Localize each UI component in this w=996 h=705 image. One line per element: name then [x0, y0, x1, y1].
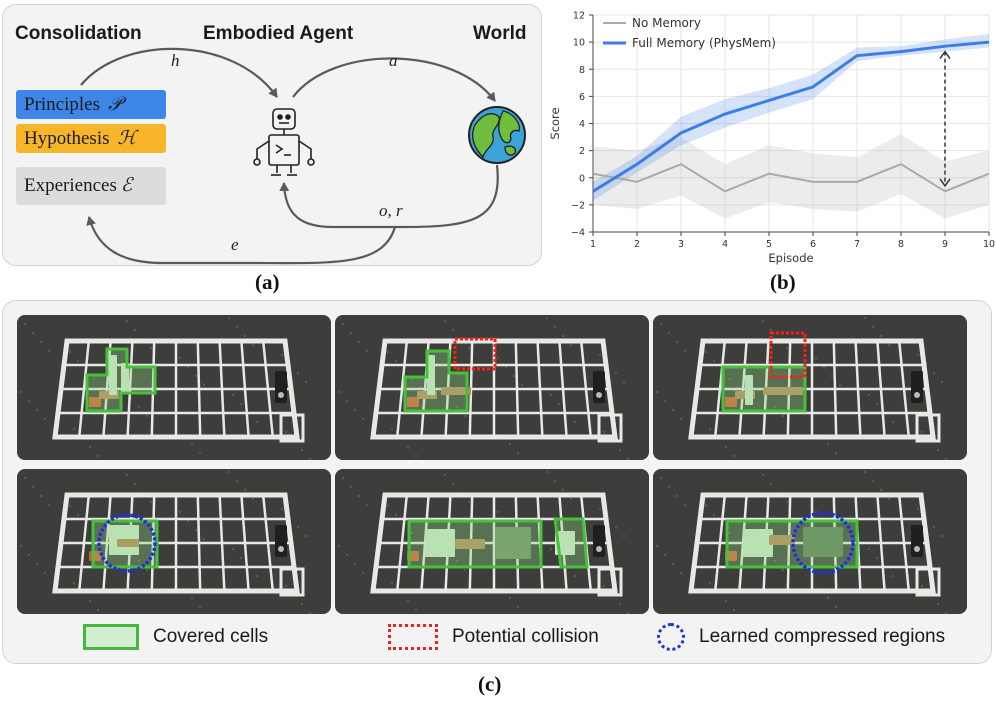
- scene-2: [335, 315, 649, 460]
- score-chart: 1 2 3 4 5 6 7 8 9 10 −4 −2 0 2 4 6 8 10 12 Episode Score No M…: [548, 2, 996, 274]
- y-tick-label: 4: [579, 119, 585, 130]
- x-tick-label: 6: [810, 239, 816, 250]
- covered-swatch: [83, 624, 139, 650]
- robot-icon: [253, 108, 315, 176]
- collision-label: Potential collision: [452, 626, 599, 647]
- principles-label: Principles: [24, 94, 100, 115]
- x-tick-label: 7: [854, 239, 860, 250]
- hypothesis-box: Hypothesis ℋ: [16, 124, 166, 153]
- memory-loop-diagram: Consolidation Embodied Agent World Princ…: [2, 4, 542, 266]
- scene-4: [17, 469, 331, 614]
- photo-5: [335, 469, 649, 614]
- caption-a: (a): [255, 270, 280, 294]
- x-tick-label: 3: [678, 239, 684, 250]
- arrow-h: [80, 47, 278, 98]
- y-tick-label: 0: [579, 173, 585, 184]
- compressed-label: Learned compressed regions: [699, 626, 946, 647]
- photo-3: [653, 315, 967, 460]
- principles-symbol: 𝒫: [108, 94, 122, 115]
- loop-arrows: [80, 47, 526, 265]
- legend-covered: Covered cells: [83, 623, 268, 651]
- x-tick-label: 10: [983, 239, 995, 250]
- y-tick-label: 12: [573, 11, 585, 22]
- series-1-line: [592, 40, 990, 193]
- legend-label-1: Full Memory (PhysMem): [632, 36, 776, 50]
- gap-arrow-head-bottom: [939, 178, 951, 188]
- y-tick-label: 6: [579, 92, 585, 103]
- principles-box: Principles 𝒫: [16, 90, 166, 119]
- photo-1: [17, 315, 331, 460]
- compressed-swatch: [657, 623, 685, 651]
- arrow-e: [86, 216, 397, 265]
- label-h: h: [171, 51, 180, 70]
- x-tick-label: 8: [898, 239, 904, 250]
- series-1-band: [593, 33, 989, 201]
- scene-6: [653, 469, 967, 614]
- photo-2: [335, 315, 649, 460]
- y-tick-label: −4: [571, 228, 585, 239]
- legend-collision: Potential collision: [388, 623, 599, 651]
- y-tick-label: −2: [571, 200, 585, 211]
- consolidation-header: Consolidation: [15, 23, 142, 44]
- experiences-label: Experiences: [24, 175, 117, 196]
- photo-6: [653, 469, 967, 614]
- arrow-a: [292, 57, 496, 102]
- x-tick-label: 5: [766, 239, 772, 250]
- x-tick-label: 1: [590, 239, 596, 250]
- label-or: o, r: [379, 201, 403, 220]
- label-e: e: [231, 235, 239, 254]
- hypothesis-label: Hypothesis: [24, 128, 110, 149]
- world-header: World: [473, 23, 527, 44]
- robot-trial-photos: Covered cells Potential collision Learne…: [2, 300, 992, 664]
- scene-3: [653, 315, 967, 460]
- hypothesis-symbol: ℋ: [117, 128, 137, 149]
- y-tick-label: 2: [579, 146, 585, 157]
- collision-swatch: [388, 624, 438, 650]
- y-tick-label: 10: [573, 38, 585, 49]
- arrow-or: [279, 164, 499, 229]
- scene-5: [335, 469, 649, 614]
- scene-1: [17, 315, 331, 460]
- y-axis-title: Score: [548, 107, 562, 139]
- x-tick-label: 9: [942, 239, 948, 250]
- legend-compressed: Learned compressed regions: [657, 623, 945, 651]
- gap-arrow-head-top: [939, 50, 951, 60]
- series-0-line: [592, 163, 990, 193]
- x-axis-title: Episode: [768, 251, 813, 265]
- series-0-band: [593, 134, 989, 219]
- covered-label: Covered cells: [153, 626, 269, 647]
- experiences-box: Experiences ℰ: [16, 167, 166, 205]
- label-a: a: [389, 51, 398, 70]
- photo-4: [17, 469, 331, 614]
- caption-c: (c): [478, 672, 502, 696]
- x-tick-label: 2: [634, 239, 640, 250]
- caption-b: (b): [770, 270, 796, 294]
- embodied-agent-header: Embodied Agent: [203, 23, 354, 44]
- experiences-symbol: ℰ: [120, 175, 133, 196]
- y-tick-label: 8: [579, 65, 585, 76]
- x-tick-label: 4: [722, 239, 728, 250]
- globe-icon: [468, 106, 526, 164]
- legend-label-0: No Memory: [632, 16, 701, 30]
